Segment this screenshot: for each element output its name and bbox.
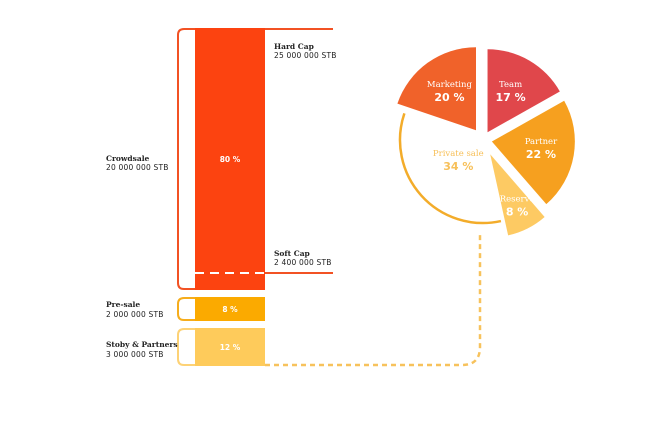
crowdsale-segment (195, 28, 265, 290)
stoby-partners-amount: 3 000 000 STB (106, 350, 164, 359)
reserve-slice (490, 154, 545, 236)
hard-cap-label: Hard Cap (274, 42, 314, 51)
presale-label: Pre-sale (106, 300, 141, 309)
team-slice (487, 49, 560, 133)
reserve-percent: 8 % (506, 206, 529, 219)
partner-label: Partner (525, 137, 558, 147)
presale-amount: 2 000 000 STB (106, 310, 164, 319)
soft-cap-amount: 2 400 000 STB (274, 258, 332, 267)
stoby-partners-segment-label: 12 % (220, 343, 241, 352)
crowdsale-amount: 20 000 000 STB (106, 163, 169, 172)
hard-cap-amount: 25 000 000 STB (274, 51, 337, 60)
crowdsale-label: Crowdsale (106, 154, 150, 163)
team-label: Team (499, 80, 522, 90)
connector-line (265, 232, 482, 367)
marketing-percent: 20 % (434, 91, 464, 104)
reserve-label: Reserve (500, 195, 535, 205)
marketing-slice (397, 47, 477, 131)
marketing-label: Marketing (427, 80, 473, 90)
crowdsale-segment-label: 80 % (220, 155, 241, 164)
stacked-bar: 80 % 8 % 12 % (177, 28, 482, 367)
team-percent: 17 % (495, 91, 525, 104)
private-sale-label: Private sale (433, 149, 484, 159)
partner-slice (491, 100, 575, 205)
stoby-partners-segment (195, 328, 265, 366)
stoby-partners-label: Stoby & Partners (106, 340, 178, 349)
presale-bracket (177, 297, 195, 321)
private-sale-slice (399, 113, 501, 224)
stoby-partners-bracket (177, 328, 195, 366)
crowdsale-bracket (177, 28, 195, 290)
private-sale-percent: 34 % (443, 160, 473, 173)
partner-percent: 22 % (526, 148, 556, 161)
presale-segment-label: 8 % (222, 305, 238, 314)
soft-cap-label: Soft Cap (274, 249, 310, 258)
presale-segment (195, 297, 265, 321)
private-sale-arc (398, 112, 502, 225)
